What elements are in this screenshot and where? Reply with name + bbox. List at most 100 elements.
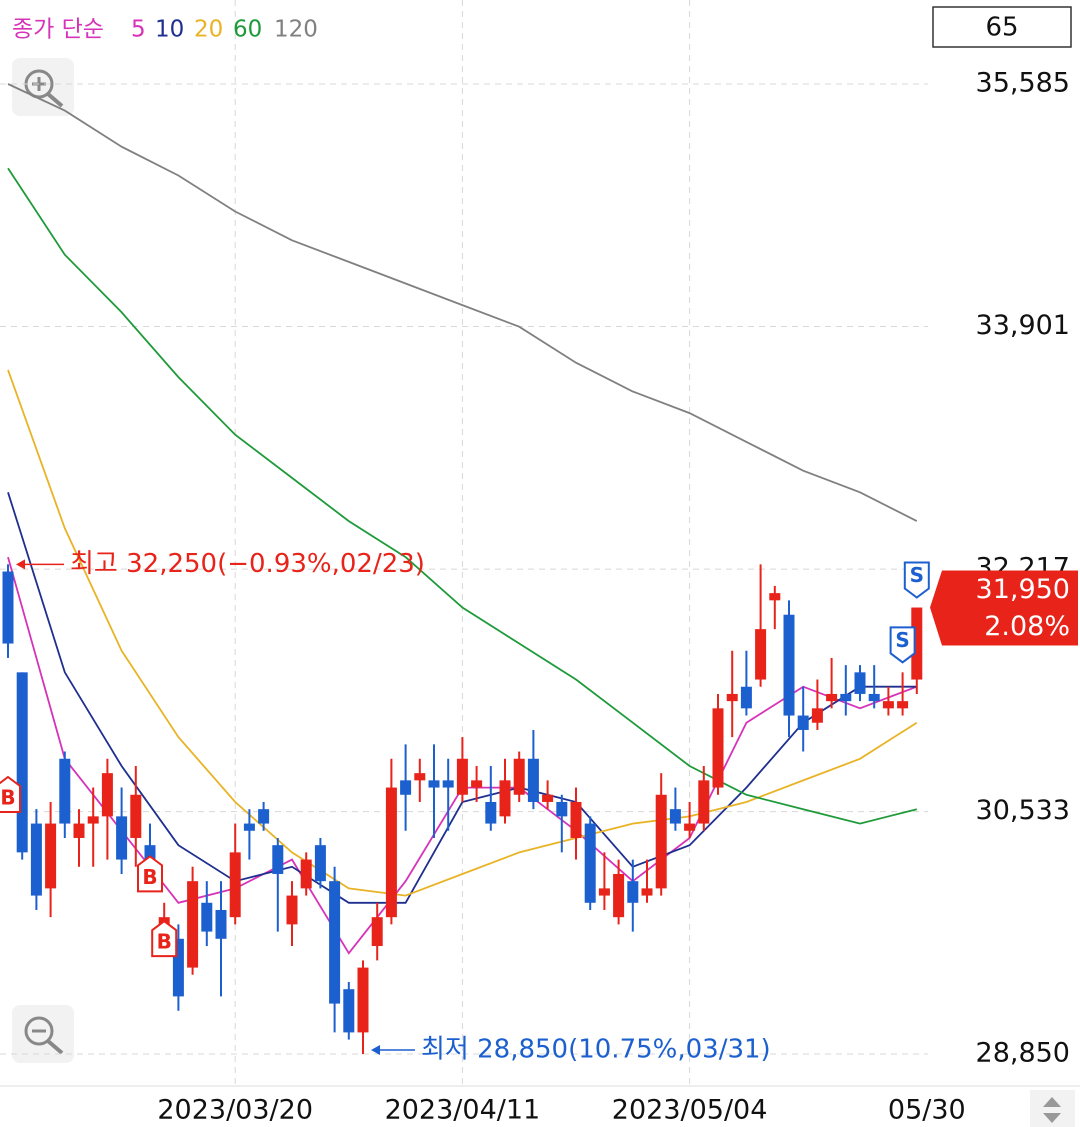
zoom-in-handle[interactable] <box>46 92 64 108</box>
candle-body <box>556 801 568 817</box>
signal-label: S <box>910 563 924 587</box>
candle-body <box>684 823 696 831</box>
candle-body <box>442 780 454 788</box>
x-tick-label: 2023/03/20 <box>157 1095 313 1126</box>
candle-body <box>73 823 85 838</box>
candle-body <box>641 888 653 896</box>
scroll-up[interactable] <box>1043 1097 1061 1107</box>
zoom-out-bg[interactable] <box>12 1005 74 1063</box>
candle-body <box>201 902 213 932</box>
candle-body <box>187 881 199 968</box>
signal-shape <box>903 561 930 599</box>
candle-body <box>258 809 270 824</box>
candle-body <box>811 708 823 723</box>
candle-body <box>215 909 227 939</box>
period-value[interactable]: 65 <box>985 13 1018 43</box>
candle-body <box>485 801 497 824</box>
candle-body <box>911 607 923 680</box>
candle-body <box>130 794 142 838</box>
candle-body <box>584 823 596 903</box>
candle-body <box>598 888 610 896</box>
candle-body <box>116 816 128 860</box>
candle-body <box>400 780 412 795</box>
candle-body <box>45 823 57 889</box>
legend-entry: 5 <box>131 17 146 43</box>
signal-marker: S <box>889 626 916 664</box>
high-annotation: 최고 32,250(−0.93%,02/23) <box>70 549 425 579</box>
candle-body <box>726 693 738 702</box>
moving-average-line <box>7 83 918 522</box>
signal-shape <box>137 855 163 893</box>
scroll-down[interactable] <box>1043 1113 1061 1123</box>
y-tick-label: 30,533 <box>976 795 1070 826</box>
x-tick-label: 2023/05/04 <box>612 1095 768 1126</box>
candle-body <box>797 715 809 730</box>
moving-average-line <box>7 492 917 904</box>
candle-body <box>428 780 440 788</box>
candle-body <box>357 967 369 1033</box>
legend-title: 종가 단순 <box>12 17 104 43</box>
candle-body <box>314 845 326 882</box>
annotation-arrowhead <box>371 1045 380 1055</box>
candle-body <box>570 801 582 838</box>
candle-body <box>897 701 909 709</box>
signal-marker: B <box>137 855 163 893</box>
price-change: 2.08% <box>984 611 1070 642</box>
signal-marker: B <box>0 775 21 813</box>
candle-body <box>243 823 255 831</box>
scroll-control[interactable] <box>1030 1090 1075 1127</box>
candle-body <box>655 794 667 889</box>
candle-body <box>272 845 284 874</box>
moving-average-line <box>7 167 918 825</box>
signal-marker: B <box>151 919 178 958</box>
candle-body <box>371 917 383 946</box>
current-price: 31,950 <box>976 574 1070 605</box>
candle-body <box>414 773 426 781</box>
price-badge <box>930 570 1078 646</box>
candle-body <box>712 708 724 788</box>
legend-entry: 60 <box>233 17 262 43</box>
legend-entry: 10 <box>155 17 184 43</box>
candle-body <box>343 989 355 1033</box>
candle-body <box>513 758 525 795</box>
candle-body <box>769 593 781 601</box>
signal-label: S <box>895 628 909 652</box>
signal-label: B <box>142 865 157 889</box>
candle-body <box>840 693 852 702</box>
low-annotation: 최저 28,850(10.75%,03/31) <box>421 1035 771 1065</box>
signal-shape <box>0 775 21 813</box>
zoom-out[interactable] <box>12 1005 74 1063</box>
signal-shape <box>889 626 916 664</box>
zoom-in[interactable] <box>12 58 74 116</box>
candle-body <box>826 693 838 702</box>
candle-body <box>385 787 397 918</box>
candle-body <box>868 693 880 702</box>
signal-label: B <box>157 930 172 954</box>
candle-body <box>882 701 894 709</box>
candle-body <box>613 873 625 918</box>
candle-body <box>854 672 866 694</box>
candle-body <box>2 571 14 644</box>
period-box[interactable] <box>932 6 1072 48</box>
candle-body <box>740 686 752 709</box>
candle-body <box>456 758 468 795</box>
signal-shape <box>151 919 178 958</box>
zoom-out-lens[interactable] <box>24 1016 54 1046</box>
y-tick-label: 28,850 <box>976 1038 1070 1069</box>
candle-body <box>527 758 539 802</box>
candle-body <box>286 895 298 925</box>
candle-body <box>627 881 639 903</box>
candle-body <box>783 614 795 716</box>
candle-body <box>172 938 184 997</box>
candle-body <box>87 816 99 824</box>
zoom-out-handle[interactable] <box>46 1039 64 1055</box>
candle-body <box>30 823 42 896</box>
candle-body <box>542 794 554 802</box>
candle-body <box>300 859 312 889</box>
moving-average-line <box>7 369 918 897</box>
candle-body <box>329 881 341 1004</box>
candle-body <box>59 758 71 824</box>
candle-body <box>698 780 710 824</box>
zoom-in-bg[interactable] <box>12 58 74 116</box>
